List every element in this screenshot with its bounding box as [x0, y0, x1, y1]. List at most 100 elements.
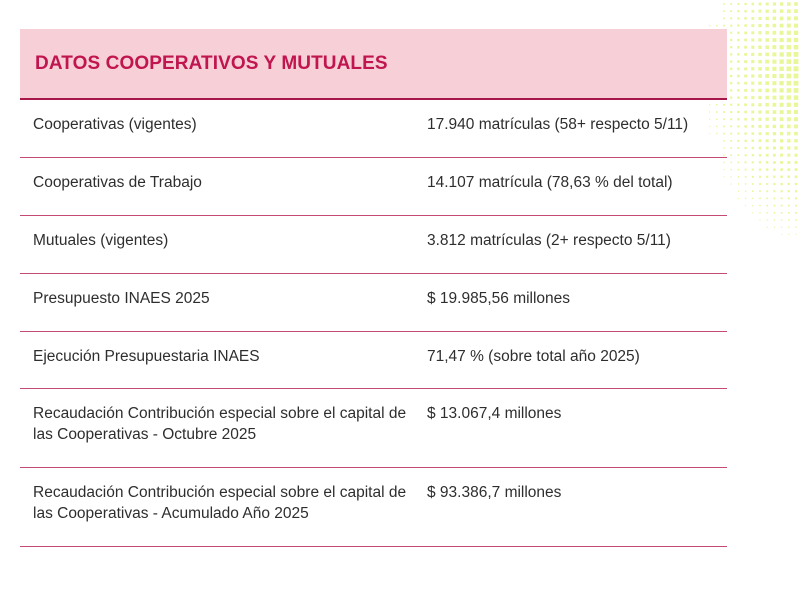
decorative-dot	[716, 24, 718, 27]
decorative-dot-pattern	[701, 2, 799, 235]
decorative-dot	[737, 110, 740, 114]
decorative-dot	[780, 190, 783, 193]
decorative-dot	[772, 30, 777, 35]
decorative-dot	[765, 132, 769, 136]
decorative-dot	[730, 74, 733, 78]
decorative-dot	[737, 132, 740, 135]
decorative-dot	[737, 31, 740, 34]
row-label: Recaudación Contribución especial sobre …	[33, 405, 407, 443]
decorative-dot	[730, 183, 732, 185]
decorative-dot	[786, 73, 792, 79]
decorative-dot	[779, 23, 784, 28]
decorative-dot	[786, 45, 791, 50]
decorative-dot	[779, 88, 784, 93]
decorative-dot	[758, 139, 762, 143]
decorative-dot	[765, 146, 769, 150]
decorative-dot	[765, 45, 770, 50]
decorative-dot	[765, 161, 769, 164]
decorative-dot	[766, 219, 768, 221]
decorative-dot	[794, 23, 799, 28]
decorative-dot	[766, 168, 769, 171]
decorative-dot	[759, 219, 761, 221]
decorative-dot	[744, 38, 747, 42]
decorative-dot	[737, 24, 740, 27]
decorative-dot	[773, 161, 776, 164]
decorative-dot	[737, 10, 740, 13]
decorative-dot	[758, 154, 762, 157]
decorative-dot	[794, 190, 798, 193]
decorative-dot	[758, 168, 762, 171]
decorative-dot	[787, 9, 791, 14]
decorative-dot	[751, 52, 755, 56]
decorative-dot	[787, 175, 790, 178]
decorative-dot	[730, 53, 733, 56]
decorative-dot	[793, 95, 799, 100]
decorative-dot	[794, 117, 798, 122]
decorative-dot	[793, 80, 799, 86]
decorative-dot	[744, 89, 747, 92]
decorative-dot	[765, 124, 769, 128]
decorative-dot	[744, 110, 747, 114]
decorative-dot	[779, 73, 784, 79]
decorative-dot	[744, 183, 747, 185]
decorative-dot	[780, 182, 783, 186]
decorative-dot	[758, 103, 762, 107]
decorative-dot	[758, 95, 762, 100]
decorative-dot	[779, 117, 784, 121]
decorative-dot	[737, 168, 740, 171]
decorative-dot	[737, 3, 740, 6]
decorative-dot	[709, 25, 711, 27]
decorative-dot	[773, 190, 776, 193]
decorative-dot	[744, 161, 747, 164]
decorative-dot	[751, 38, 755, 42]
decorative-dot	[730, 10, 733, 13]
decorative-dot	[751, 96, 755, 100]
decorative-dot	[752, 212, 754, 214]
decorative-dot	[794, 146, 798, 150]
decorative-dot	[780, 161, 783, 164]
decorative-dot	[765, 110, 769, 114]
decorative-dot	[730, 46, 733, 49]
decorative-dot	[758, 146, 762, 150]
decorative-dot	[779, 30, 784, 35]
decorative-dot	[709, 133, 711, 135]
decorative-dot	[737, 139, 740, 142]
decorative-dot	[744, 10, 747, 13]
decorative-dot	[716, 125, 718, 128]
decorative-dot	[765, 117, 769, 121]
decorative-dot	[737, 17, 740, 20]
decorative-dot	[772, 139, 776, 143]
decorative-dot	[772, 110, 777, 114]
decorative-dot	[780, 153, 783, 157]
decorative-dot	[780, 212, 783, 214]
decorative-dot	[766, 190, 769, 193]
decorative-dot	[744, 81, 747, 85]
decorative-dot	[779, 102, 784, 107]
decorative-dot	[752, 205, 754, 207]
decorative-dot	[793, 109, 798, 114]
decorative-dot	[751, 60, 755, 64]
decorative-dot	[758, 31, 762, 35]
decorative-dot	[758, 67, 762, 71]
decorative-dot	[744, 60, 748, 64]
decorative-dot	[723, 140, 725, 142]
decorative-dot	[758, 132, 762, 136]
decorative-dot	[751, 110, 755, 114]
decorative-dot	[758, 52, 762, 57]
decorative-dot	[737, 125, 740, 128]
decorative-dot	[723, 132, 725, 135]
decorative-dot	[787, 161, 791, 164]
table-header: DATOS COOPERATIVOS Y MUTUALES	[20, 29, 727, 100]
decorative-dot	[730, 176, 732, 178]
decorative-dot	[744, 154, 747, 157]
decorative-dot	[787, 197, 790, 200]
decorative-dot	[744, 96, 747, 99]
decorative-dot	[786, 95, 791, 100]
decorative-dot	[787, 182, 790, 186]
decorative-dot	[781, 226, 783, 228]
decorative-dot	[772, 124, 777, 129]
decorative-dot	[786, 16, 791, 21]
row-label: Presupuesto INAES 2025	[33, 290, 210, 307]
decorative-dot	[709, 104, 711, 106]
decorative-dot	[730, 168, 732, 171]
